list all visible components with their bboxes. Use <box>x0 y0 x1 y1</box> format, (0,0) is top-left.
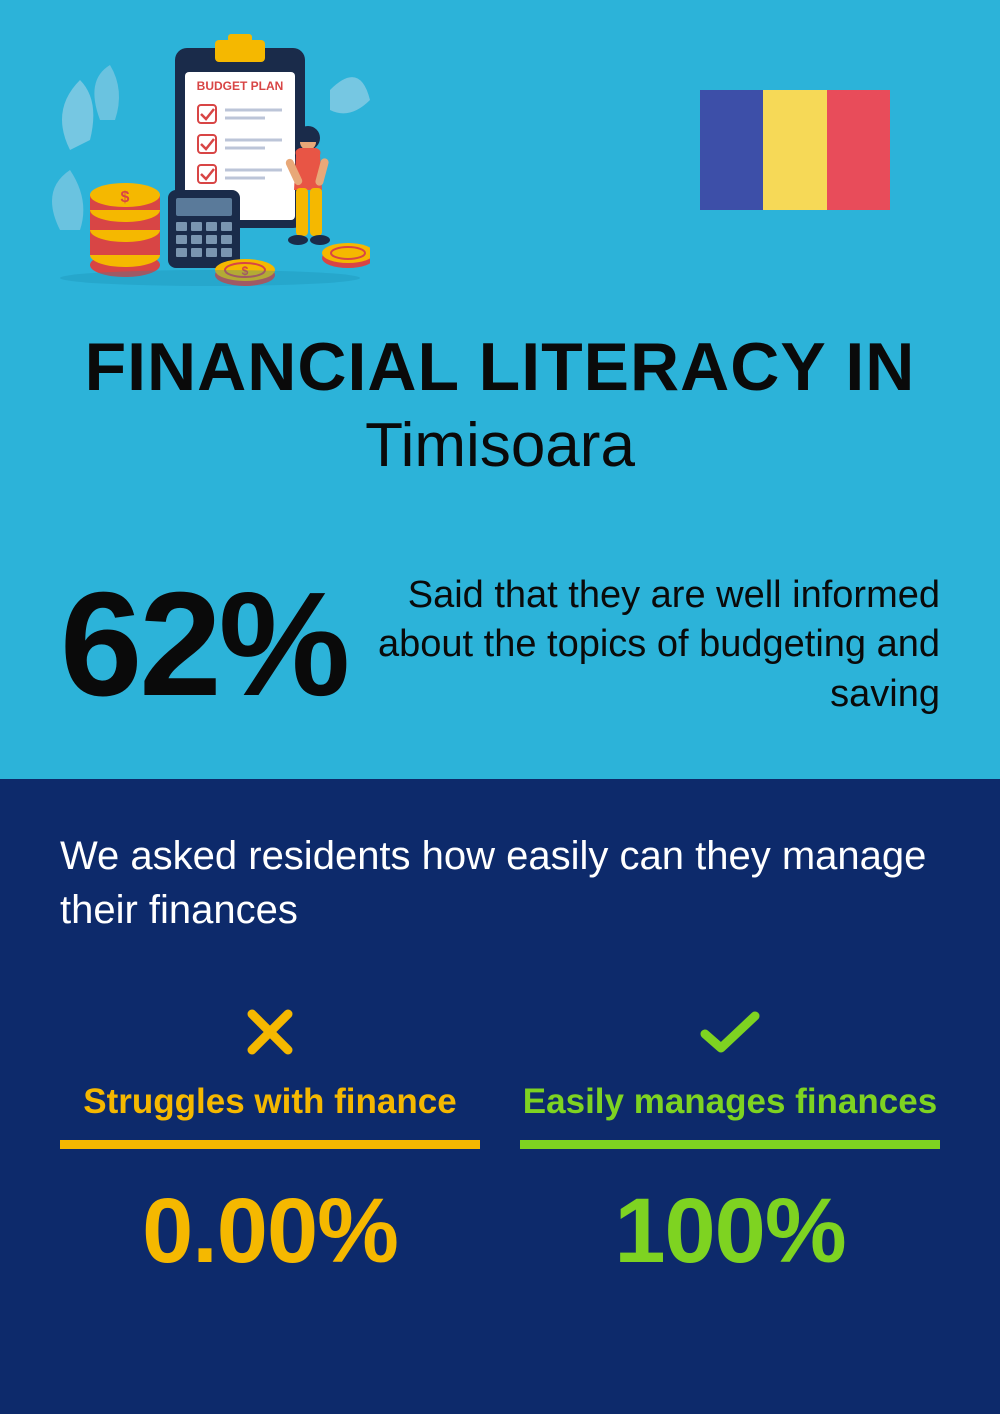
answers-row: Struggles with finance 0.00% Easily mana… <box>60 997 940 1284</box>
flag-stripe-blue <box>700 90 763 210</box>
bottom-section: We asked residents how easily can they m… <box>0 779 1000 1414</box>
manages-divider <box>520 1140 940 1149</box>
manages-label: Easily manages finances <box>520 1082 940 1122</box>
romania-flag <box>700 90 890 210</box>
budget-plan-illustration: BUDGET PLAN <box>50 30 370 290</box>
main-stat-description: Said that they are well informed about t… <box>377 571 940 719</box>
flag-stripe-red <box>827 90 890 210</box>
main-stat-value: 62% <box>60 578 347 711</box>
struggles-value: 0.00% <box>60 1179 480 1284</box>
title-block: FINANCIAL LITERACY IN Timisoara <box>50 330 950 481</box>
svg-text:BUDGET PLAN: BUDGET PLAN <box>197 79 284 93</box>
title-main: FINANCIAL LITERACY IN <box>50 330 950 405</box>
question-text: We asked residents how easily can they m… <box>60 829 940 937</box>
header-row: BUDGET PLAN <box>50 30 950 290</box>
check-icon <box>520 997 940 1067</box>
main-stat-row: 62% Said that they are well informed abo… <box>50 571 950 719</box>
title-sub: Timisoara <box>50 410 950 481</box>
top-section: BUDGET PLAN <box>0 0 1000 779</box>
cross-icon <box>60 997 480 1067</box>
struggles-label: Struggles with finance <box>60 1082 480 1122</box>
infographic-page: BUDGET PLAN <box>0 0 1000 1414</box>
struggles-column: Struggles with finance 0.00% <box>60 997 480 1284</box>
flag-stripe-yellow <box>763 90 826 210</box>
struggles-divider <box>60 1140 480 1149</box>
svg-text:$: $ <box>121 189 130 206</box>
manages-value: 100% <box>520 1179 940 1284</box>
manages-column: Easily manages finances 100% <box>520 997 940 1284</box>
